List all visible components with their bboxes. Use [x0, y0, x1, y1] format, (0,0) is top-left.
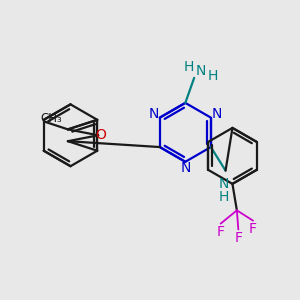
Text: H: H — [219, 190, 229, 204]
Text: N: N — [211, 107, 222, 122]
Text: F: F — [249, 222, 257, 236]
Text: N: N — [196, 64, 206, 78]
Text: N: N — [149, 107, 159, 122]
Text: H: H — [207, 68, 218, 83]
Text: N: N — [219, 177, 229, 191]
Text: N: N — [180, 161, 190, 175]
Text: F: F — [234, 231, 242, 245]
Text: O: O — [95, 128, 106, 142]
Text: CH₃: CH₃ — [40, 112, 62, 125]
Text: F: F — [217, 225, 225, 239]
Text: H: H — [184, 60, 194, 74]
